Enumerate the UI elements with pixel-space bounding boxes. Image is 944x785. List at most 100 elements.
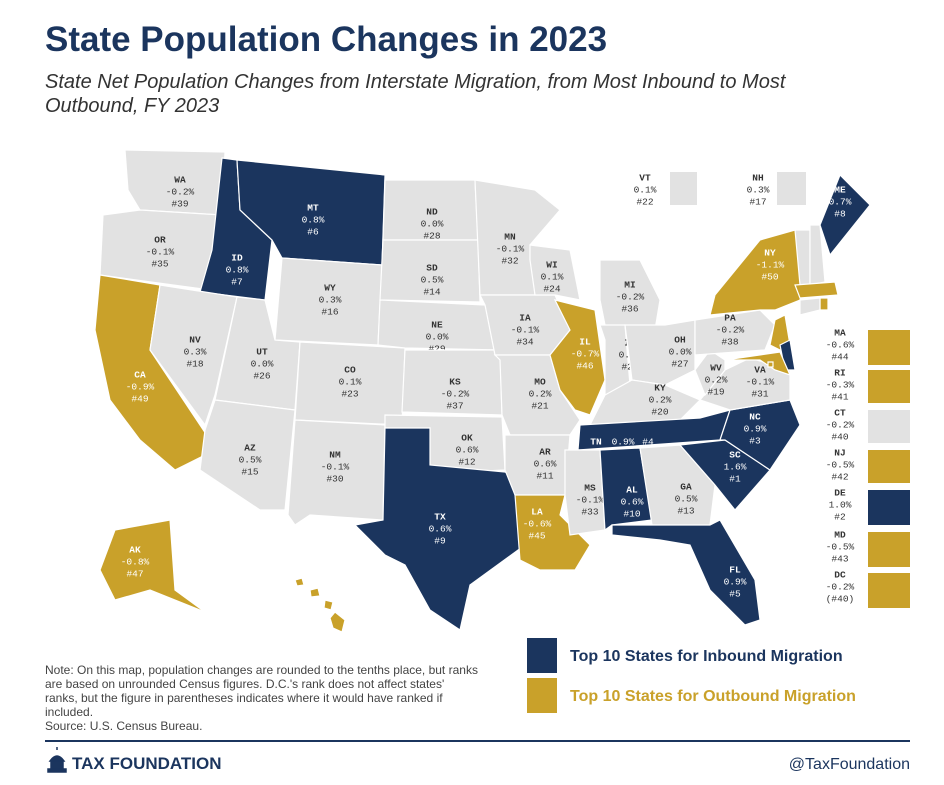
state-shape xyxy=(724,351,792,376)
state-shape xyxy=(309,587,321,598)
state-rank: #14 xyxy=(423,287,440,298)
logo-text: TAX FOUNDATION xyxy=(72,754,222,773)
state-rank: #48 xyxy=(288,625,305,636)
state-rank: #46 xyxy=(576,361,593,372)
state-rank: #3 xyxy=(749,436,761,447)
state-abbr: MN xyxy=(504,232,516,243)
state-change: 0.8% xyxy=(302,215,325,226)
state-change: 1.6% xyxy=(724,462,747,473)
state: NH0.3%#17 xyxy=(747,172,826,286)
state: SC1.6%#1 xyxy=(678,439,771,511)
state-shape xyxy=(809,224,826,286)
legend-label: Top 10 States for Outbound Migration xyxy=(570,688,856,705)
state-swatch xyxy=(868,490,910,525)
state-rank: #49 xyxy=(131,394,148,405)
state-shape xyxy=(323,599,334,611)
state-change: -1.1% xyxy=(756,260,785,271)
state: KS-0.2%#37 xyxy=(401,349,503,416)
state-shape xyxy=(709,229,806,316)
state-change: 0.9% xyxy=(744,424,767,435)
state-rank: #44 xyxy=(831,352,848,363)
state-swatch xyxy=(670,172,697,205)
state: PA-0.2%#38 xyxy=(694,309,776,356)
state-abbr: WI xyxy=(546,260,557,271)
state-change: 0.3% xyxy=(184,347,207,358)
legend-label: Top 10 States for Inbound Migration xyxy=(570,648,843,665)
state-abbr: KY xyxy=(654,383,666,394)
state: CT-0.2%#40 xyxy=(799,297,910,443)
logo-icon xyxy=(47,747,67,773)
state-swatch xyxy=(868,410,910,443)
state-rank: #39 xyxy=(171,199,188,210)
state-rank: #1 xyxy=(729,474,741,485)
state: MA-0.6%#44 xyxy=(794,281,910,365)
state-rank: #16 xyxy=(321,307,338,318)
state: NV0.3%#18 xyxy=(149,284,238,427)
state-shape xyxy=(514,494,591,571)
state-rank: #40 xyxy=(831,432,848,443)
state-shape xyxy=(549,299,606,416)
state-shape xyxy=(819,297,829,311)
state-rank: #32 xyxy=(501,256,518,267)
state-change: -0.9% xyxy=(126,382,155,393)
state: HI-0.8%#48 xyxy=(283,577,346,636)
state-abbr: MS xyxy=(584,483,596,494)
state: ME0.7%#8 xyxy=(819,173,871,257)
state-shape xyxy=(767,361,774,368)
state-rank: #4 xyxy=(642,437,654,448)
state: NY-1.1%#50 xyxy=(709,229,806,316)
states: WA-0.2%#39OR-0.1%#35CA-0.9%#49ID0.8%#7NV… xyxy=(94,149,910,636)
state-change: 0.3% xyxy=(747,185,770,196)
state-swatch xyxy=(868,330,910,365)
state-change: -0.1% xyxy=(146,247,175,258)
state: MI-0.2%#36 xyxy=(599,259,661,331)
state-rank: #24 xyxy=(543,284,560,295)
state-abbr: RI xyxy=(834,368,845,379)
state-rank: #2 xyxy=(834,512,846,523)
state-abbr: NE xyxy=(431,320,443,331)
state: NJ-0.5%#42 xyxy=(769,314,910,483)
state-swatch xyxy=(777,172,806,205)
state-shape xyxy=(564,449,606,536)
state-rank: #18 xyxy=(186,359,203,370)
state-change: 0.6% xyxy=(456,445,479,456)
state-change: -0.5% xyxy=(826,542,855,553)
state: WA-0.2%#39 xyxy=(124,149,226,216)
state-shape xyxy=(639,444,716,526)
state-change: 0.5% xyxy=(421,275,444,286)
state-change: 0.1% xyxy=(339,377,362,388)
state-change: -0.2% xyxy=(716,325,745,336)
state-change: 0.0% xyxy=(426,332,449,343)
state: SD0.5%#14 xyxy=(379,239,481,303)
state-abbr: CT xyxy=(834,408,846,419)
state-rank: #35 xyxy=(151,259,168,270)
state-abbr: SC xyxy=(729,450,741,461)
state-abbr: IL xyxy=(579,337,591,348)
state-abbr: MT xyxy=(307,203,319,214)
state-abbr: SD xyxy=(426,263,438,274)
state-abbr: UT xyxy=(256,347,268,358)
state-shape xyxy=(529,244,581,301)
state-rank: #47 xyxy=(126,569,143,580)
state-abbr: WA xyxy=(174,175,186,186)
state-rank: #27 xyxy=(671,359,688,370)
state: NE0.0%#29 xyxy=(377,299,501,355)
state: AK-0.8%#47 xyxy=(99,519,206,613)
state: WV0.2%#19 xyxy=(694,349,728,398)
state-rank: #28 xyxy=(423,231,440,242)
state-abbr: LA xyxy=(531,507,543,518)
state-rank: #20 xyxy=(651,407,668,418)
state-rank: #31 xyxy=(751,389,768,400)
legend-swatch xyxy=(527,638,557,673)
state-rank: #5 xyxy=(729,589,741,600)
state-change: -0.1% xyxy=(576,495,605,506)
state-change: -0.8% xyxy=(283,613,312,624)
state-rank: #26 xyxy=(253,371,270,382)
state-change: -0.2% xyxy=(166,187,195,198)
state-rank: #42 xyxy=(831,472,848,483)
state-abbr: WV xyxy=(710,363,722,374)
state-abbr: AK xyxy=(129,545,141,556)
state-abbr: AL xyxy=(626,485,638,496)
